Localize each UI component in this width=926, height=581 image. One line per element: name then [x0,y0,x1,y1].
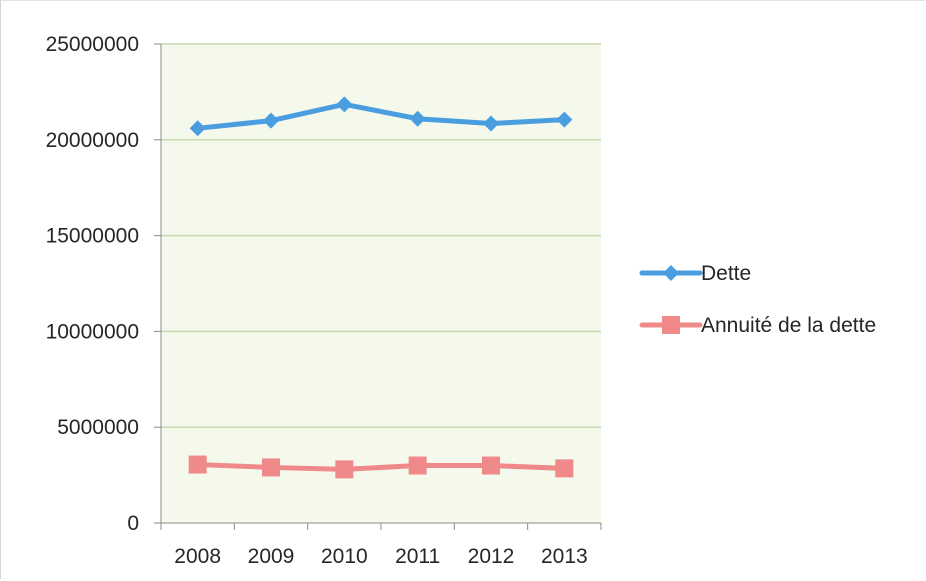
diamond-marker [483,115,499,132]
y-axis-ticks: 0 5000000 10000000 15000000 20000000 25000000 [46,33,161,535]
diamond-marker [556,111,573,128]
legend: Dette Annuité de la dette [639,262,876,337]
legend-label: Annuité de la dette [701,314,876,337]
x-tick-label: 2011 [395,545,440,568]
square-marker [188,455,207,474]
square-marker [555,459,574,478]
y-tick-label: 5000000 [57,416,139,439]
x-tick-label: 2012 [468,545,515,568]
diamond-marker [263,112,279,129]
square-marker [408,456,427,475]
legend-label: Dette [701,262,751,285]
series-annuit-de-la-dette [188,455,574,479]
square-marker [662,316,680,334]
y-tick-label: 25000000 [46,33,139,56]
x-tick-label: 2009 [248,545,295,568]
square-marker [335,460,354,479]
y-tick-label: 20000000 [46,129,139,152]
legend-item: Annuité de la dette [639,314,876,337]
diamond-marker [189,120,206,137]
y-tick-label: 0 [127,512,139,535]
x-tick-label: 2010 [321,545,368,568]
diamond-marker [663,265,679,281]
x-tick-label: 2008 [174,545,221,568]
series-dette [189,96,573,137]
series-line [195,462,567,472]
diamond-marker [409,110,426,127]
diamond-marker [336,96,353,113]
square-marker [482,456,500,475]
y-tick-label: 10000000 [46,320,139,343]
square-marker [262,458,280,477]
series-layer [188,96,574,479]
plot-area [161,44,601,523]
legend-item: Dette [639,262,751,285]
series-line [195,101,567,131]
x-tick-label: 2013 [541,545,588,568]
x-axis-ticks: 2008 2009 2010 2011 2012 2013 [160,523,602,568]
y-tick-label: 15000000 [46,225,139,248]
gridlines [161,43,601,428]
